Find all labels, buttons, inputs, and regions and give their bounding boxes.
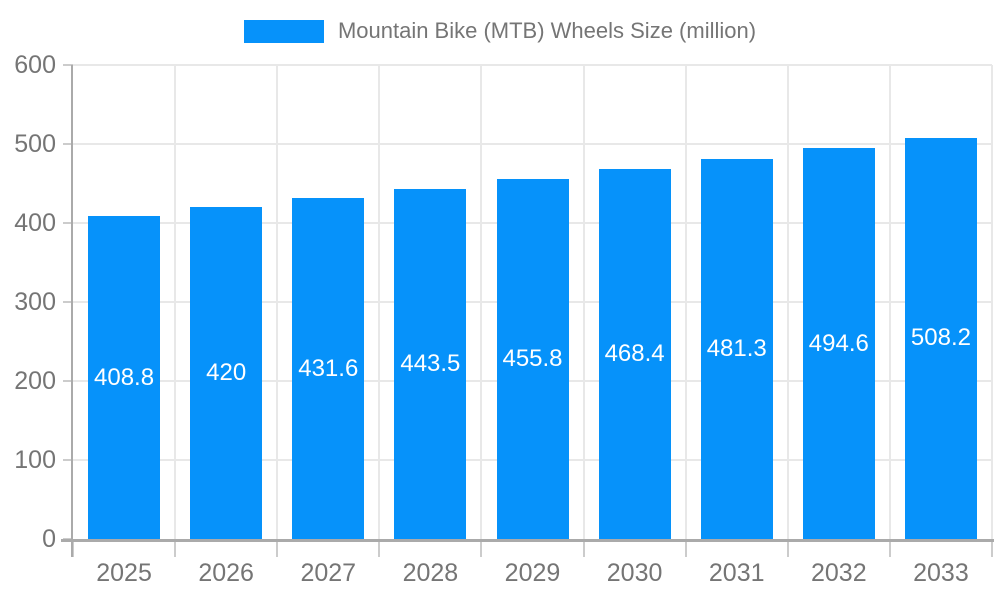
x-tick xyxy=(991,541,993,557)
x-tick xyxy=(480,541,483,557)
x-axis-line xyxy=(61,539,994,542)
x-tick-label: 2027 xyxy=(300,559,357,587)
bar-value-label: 468.4 xyxy=(604,339,665,367)
x-tick xyxy=(378,541,381,557)
y-axis-line xyxy=(71,65,73,557)
bar[interactable]: 455.8 xyxy=(496,178,569,539)
bar-value-label: 455.8 xyxy=(502,344,563,372)
y-tick xyxy=(63,222,73,224)
x-tick-label: 2029 xyxy=(504,559,561,587)
legend-label: Mountain Bike (MTB) Wheels Size (million… xyxy=(337,18,757,43)
y-tick xyxy=(63,301,73,303)
x-tick xyxy=(582,541,585,557)
bar-value-label: 420 xyxy=(206,359,247,387)
x-tick xyxy=(888,541,891,557)
bar[interactable]: 408.8 xyxy=(88,216,161,539)
y-tick-label: 600 xyxy=(14,51,56,79)
x-tick-label: 2028 xyxy=(402,559,459,587)
x-tick-label: 2025 xyxy=(96,559,152,587)
x-tick-label: 2026 xyxy=(198,559,254,587)
y-tick xyxy=(63,64,73,66)
y-tick xyxy=(63,143,73,145)
y-tick-label: 200 xyxy=(14,367,56,395)
v-gridline xyxy=(480,65,483,539)
x-tick xyxy=(786,541,789,557)
h-gridline xyxy=(73,143,992,145)
bar[interactable]: 420 xyxy=(190,207,263,539)
y-tick-label: 0 xyxy=(42,525,56,553)
x-tick-label: 2033 xyxy=(913,559,969,587)
v-gridline xyxy=(888,65,891,539)
bar-value-label: 494.6 xyxy=(808,329,869,357)
bar-value-label: 431.6 xyxy=(298,354,359,382)
bar[interactable]: 443.5 xyxy=(394,188,467,539)
x-tick xyxy=(276,541,279,557)
x-tick-label: 2031 xyxy=(708,559,765,587)
x-tick xyxy=(174,541,177,557)
v-gridline xyxy=(582,65,585,539)
v-gridline xyxy=(684,65,687,539)
x-tick-label: 2032 xyxy=(811,559,867,587)
x-tick xyxy=(72,541,74,557)
bar[interactable]: 508.2 xyxy=(904,137,977,539)
v-gridline xyxy=(991,65,993,539)
v-gridline xyxy=(786,65,789,539)
legend-swatch xyxy=(243,19,324,43)
bar-value-label: 481.3 xyxy=(706,334,767,362)
bar-value-label: 408.8 xyxy=(94,363,155,391)
bar[interactable]: 468.4 xyxy=(598,168,671,539)
legend: Mountain Bike (MTB) Wheels Size (million… xyxy=(0,19,1000,43)
y-tick-label: 500 xyxy=(14,130,56,158)
h-gridline xyxy=(73,64,992,66)
bar[interactable]: 494.6 xyxy=(802,148,875,539)
bar-value-label: 443.5 xyxy=(400,349,461,377)
y-tick-label: 100 xyxy=(14,446,56,474)
x-tick xyxy=(684,541,687,557)
v-gridline xyxy=(174,65,177,539)
bar[interactable]: 481.3 xyxy=(700,158,773,539)
v-gridline xyxy=(378,65,381,539)
x-tick-label: 2030 xyxy=(606,559,663,587)
legend-item[interactable]: Mountain Bike (MTB) Wheels Size (million… xyxy=(243,18,757,43)
y-tick-label: 400 xyxy=(14,209,56,237)
v-gridline xyxy=(276,65,279,539)
y-tick-label: 300 xyxy=(14,288,56,316)
bar[interactable]: 431.6 xyxy=(292,198,365,539)
bar-value-label: 508.2 xyxy=(910,324,971,352)
y-tick xyxy=(63,380,73,382)
y-tick xyxy=(63,459,73,461)
